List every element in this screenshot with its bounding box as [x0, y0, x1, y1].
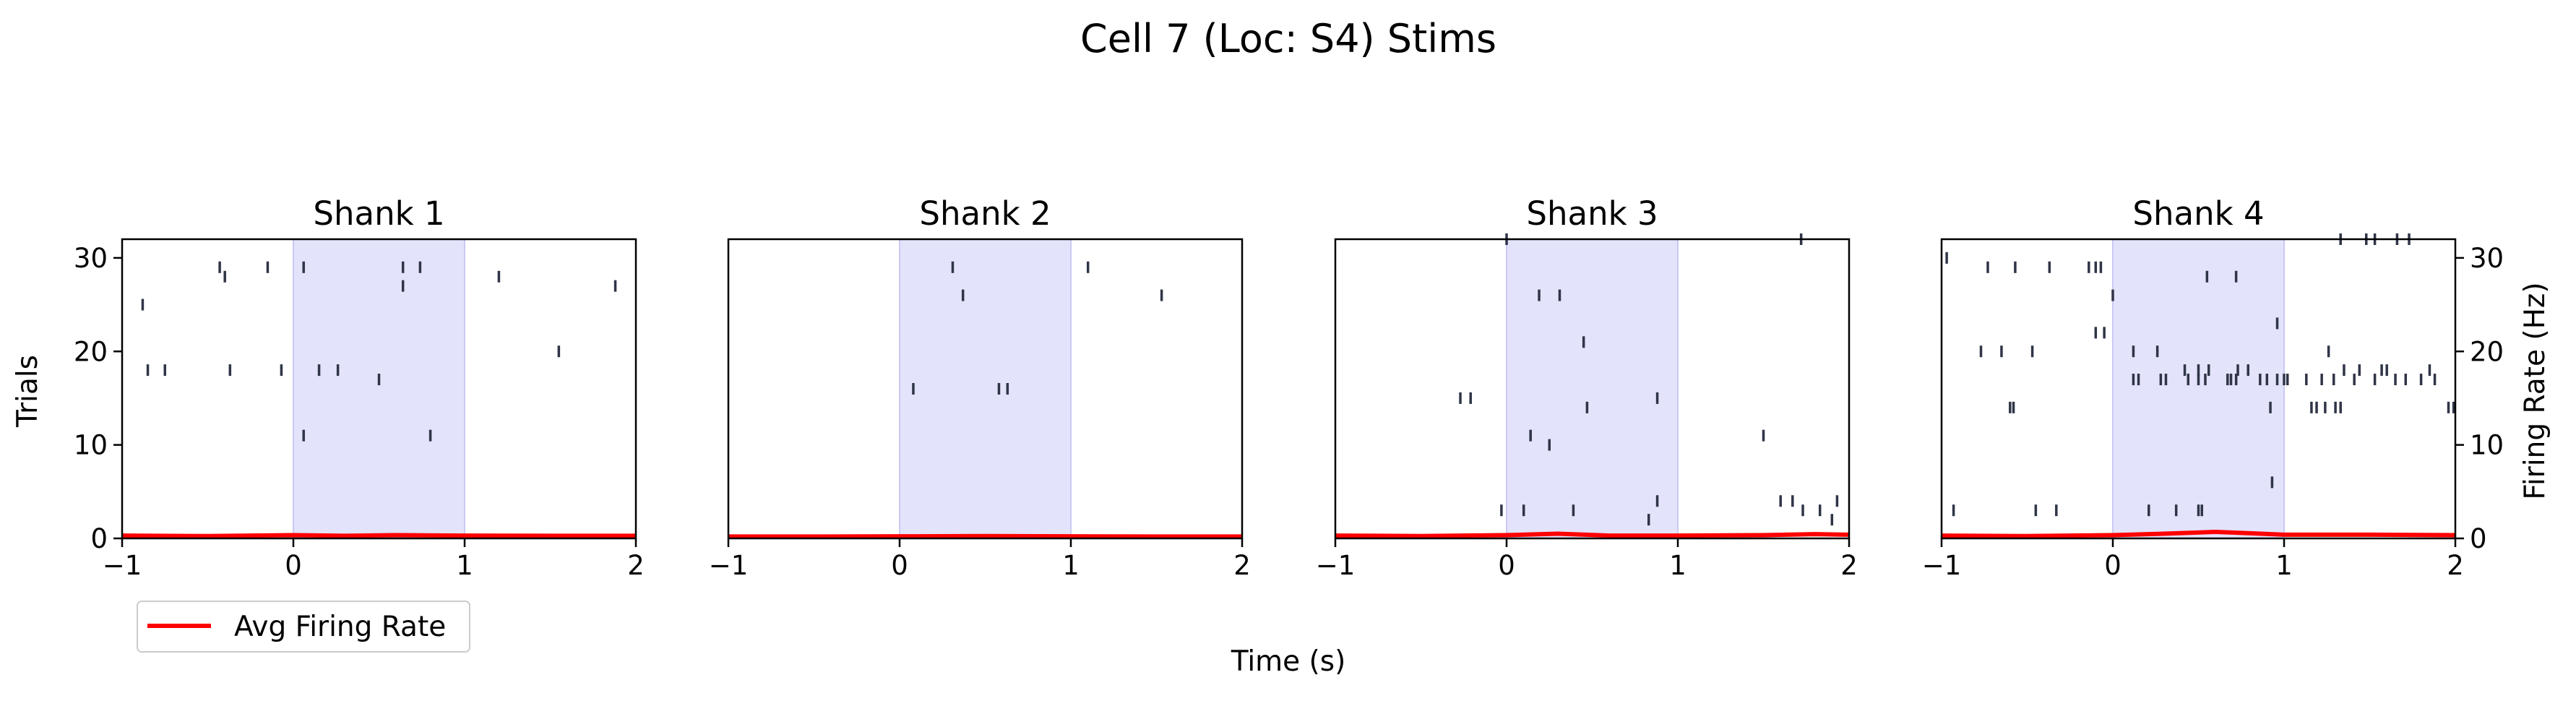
axes-frame	[1940, 238, 2457, 540]
panel-shank-3: Shank 3 −1 0 1 2	[1316, 194, 1858, 581]
x-tick-label: −1	[1922, 550, 1962, 581]
x-tick-label: 0	[891, 550, 908, 581]
axes-frame	[1334, 238, 1851, 540]
y2-tick-label: 10	[2470, 430, 2504, 461]
avg-firing-rate-line	[1335, 531, 1850, 538]
panel-title: Shank 2	[919, 194, 1051, 233]
y-tick-label: 0	[90, 523, 108, 554]
x-tick-label: −1	[709, 550, 749, 581]
panel-title: Shank 4	[2132, 194, 2264, 233]
y2-tick-label: 0	[2470, 523, 2487, 554]
stim-window-shade	[2112, 238, 2285, 539]
legend: Avg Firing Rate	[137, 601, 470, 653]
panel-title: Shank 3	[1526, 194, 1658, 233]
x-tick-label: 2	[627, 550, 645, 581]
x-tick-label: 2	[1233, 550, 1251, 581]
x-tick-label: 2	[2447, 550, 2464, 581]
avg-firing-rate-line	[121, 533, 636, 538]
panel-title: Shank 1	[313, 194, 444, 233]
x-tick-label: 1	[456, 550, 473, 581]
x-axis-label: Time (s)	[1231, 645, 1346, 678]
y2-tick-label: 30	[2470, 243, 2504, 274]
y2-tick-label: 20	[2470, 336, 2504, 367]
avg-firing-rate-line	[1941, 529, 2456, 538]
stim-window-shade	[899, 238, 1072, 539]
avg-firing-rate-line	[728, 533, 1242, 539]
panel-shank-2: Shank 2 −1 0 1 2	[709, 194, 1251, 581]
stim-window-shade	[1506, 238, 1679, 539]
y-tick-label: 30	[74, 243, 108, 274]
left-y-axis-label: Trials	[12, 355, 44, 428]
y-tick-label: 10	[74, 430, 108, 461]
x-tick-label: −1	[1316, 550, 1356, 581]
legend-label: Avg Firing Rate	[234, 611, 446, 643]
figure-suptitle: Cell 7 (Loc: S4) Stims	[1080, 16, 1496, 61]
stim-window-shade	[293, 238, 465, 539]
x-tick-label: 1	[1669, 550, 1687, 581]
x-tick-label: 0	[1498, 550, 1515, 581]
x-tick-label: 1	[2275, 550, 2293, 581]
x-tick-label: 0	[285, 550, 302, 581]
y-tick-label: 20	[74, 336, 108, 367]
x-tick-label: 0	[2104, 550, 2121, 581]
legend-frame	[137, 601, 470, 653]
right-y-axis-label: Firing Rate (Hz)	[2519, 282, 2551, 499]
axes-frame	[727, 238, 1244, 540]
axes-frame	[121, 238, 637, 540]
x-tick-label: 2	[1840, 550, 1858, 581]
x-tick-label: −1	[103, 550, 142, 581]
x-tick-label: 1	[1062, 550, 1080, 581]
